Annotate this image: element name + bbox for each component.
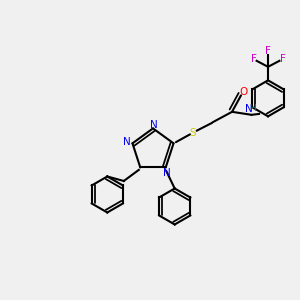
Text: S: S xyxy=(190,128,196,138)
Text: N: N xyxy=(163,168,171,178)
Text: H: H xyxy=(250,104,256,113)
Text: F: F xyxy=(251,54,256,64)
Text: O: O xyxy=(239,87,247,97)
Text: N: N xyxy=(123,137,131,147)
Text: N: N xyxy=(245,104,253,114)
Text: N: N xyxy=(150,120,158,130)
Text: F: F xyxy=(265,46,271,56)
Text: F: F xyxy=(280,54,285,64)
